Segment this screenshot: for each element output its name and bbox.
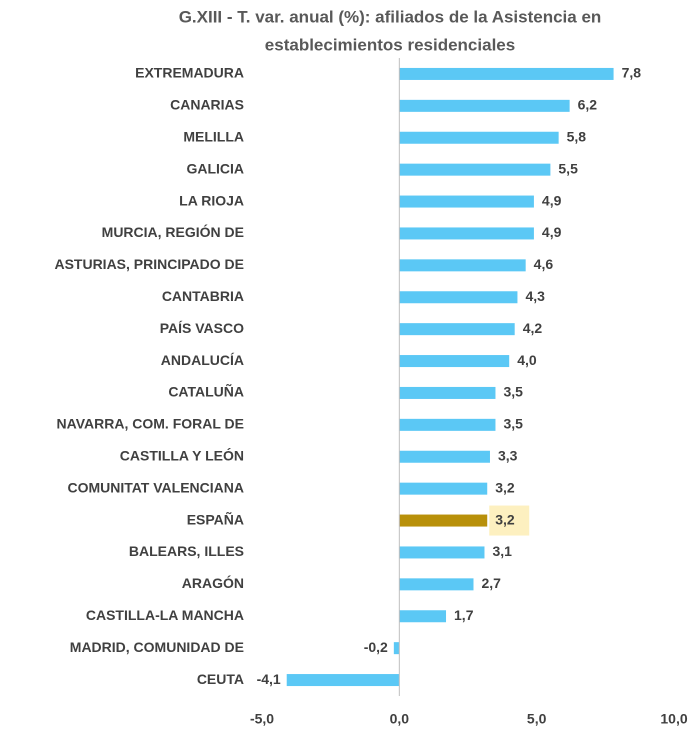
y-tick-label: COMUNITAT VALENCIANA — [67, 479, 244, 495]
bar — [399, 99, 570, 112]
bar — [399, 578, 474, 591]
y-tick-label: ANDALUCÍA — [161, 352, 244, 368]
bar — [399, 482, 488, 495]
y-tick-label: MURCIA, REGIÓN DE — [102, 223, 244, 240]
y-tick-label: ARAGÓN — [182, 574, 244, 591]
bar — [393, 642, 400, 655]
value-label: 4,9 — [542, 224, 562, 240]
bar — [399, 546, 485, 559]
x-tick-label: 10,0 — [660, 711, 687, 727]
value-label: 4,3 — [525, 288, 545, 304]
value-label: 7,8 — [622, 65, 642, 81]
bar — [399, 227, 534, 240]
x-tick-label: 0,0 — [390, 711, 410, 727]
y-tick-label: LA RIOJA — [179, 192, 244, 208]
bar — [399, 418, 496, 431]
bar — [399, 259, 526, 272]
y-tick-label: MELILLA — [183, 128, 244, 144]
bar — [399, 291, 518, 304]
bar — [399, 610, 447, 623]
value-label: 3,5 — [503, 416, 523, 432]
value-label: 2,7 — [481, 575, 501, 591]
chart-title: G.XIII - T. var. anual (%): afiliados de… — [179, 7, 602, 26]
value-label: 4,2 — [523, 320, 543, 336]
value-label: 5,8 — [567, 128, 587, 144]
y-tick-label: NAVARRA, COM. FORAL DE — [57, 416, 244, 432]
y-tick-label: PAÍS VASCO — [160, 320, 244, 336]
value-label: 3,5 — [503, 384, 523, 400]
value-label: 4,9 — [542, 192, 562, 208]
y-tick-label: ESPAÑA — [187, 510, 244, 527]
bar — [399, 323, 515, 336]
bar — [399, 131, 559, 144]
bar — [399, 355, 510, 368]
value-label: 5,5 — [558, 160, 578, 176]
bar — [399, 195, 534, 208]
bar — [399, 163, 551, 176]
y-tick-label: EXTREMADURA — [135, 65, 244, 81]
x-tick-label: -5,0 — [250, 711, 274, 727]
bar — [286, 674, 400, 687]
value-label: -0,2 — [364, 639, 388, 655]
y-tick-label: CANARIAS — [170, 97, 244, 113]
y-tick-label: GALICIA — [186, 160, 244, 176]
y-tick-label: CATALUÑA — [168, 383, 244, 400]
value-label: 1,7 — [454, 607, 474, 623]
y-tick-label: CEUTA — [197, 671, 244, 687]
bar — [399, 67, 614, 80]
y-tick-label: CASTILLA-LA MANCHA — [86, 607, 244, 623]
bar — [399, 450, 490, 463]
bar — [399, 386, 496, 399]
value-label: 3,1 — [492, 543, 512, 559]
chart-title: establecimientos residenciales — [265, 35, 515, 54]
y-tick-label: CASTILLA Y LEÓN — [120, 446, 244, 463]
value-label: 3,3 — [498, 447, 518, 463]
x-tick-label: 5,0 — [527, 711, 547, 727]
bar — [399, 514, 488, 527]
y-tick-label: BALEARS, ILLES — [129, 543, 244, 559]
value-label: 3,2 — [495, 479, 515, 495]
y-tick-label: ASTURIAS, PRINCIPADO DE — [54, 256, 244, 272]
y-tick-label: CANTABRIA — [162, 288, 244, 304]
value-label: 4,0 — [517, 352, 537, 368]
value-label: -4,1 — [257, 671, 281, 687]
label-highlight — [489, 505, 530, 536]
y-tick-label: MADRID, COMUNIDAD DE — [70, 639, 244, 655]
value-label: 3,2 — [495, 511, 515, 527]
value-label: 6,2 — [578, 97, 598, 113]
value-label: 4,6 — [534, 256, 554, 272]
